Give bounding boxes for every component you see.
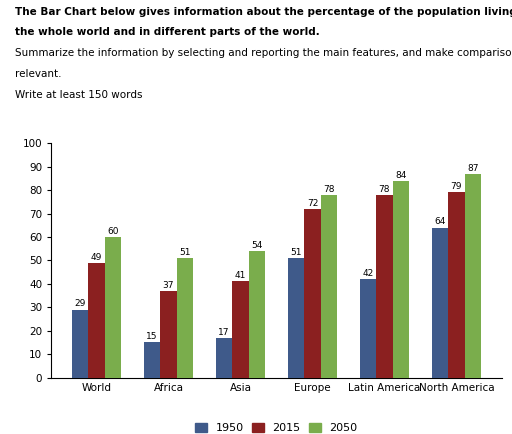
Bar <box>288 258 304 378</box>
Legend: 1950, 2015, 2050: 1950, 2015, 2050 <box>191 418 362 434</box>
Bar <box>144 342 160 378</box>
Bar <box>88 263 105 378</box>
Text: 17: 17 <box>218 328 230 337</box>
Bar <box>304 209 321 378</box>
Text: 15: 15 <box>146 332 158 341</box>
Text: The Bar Chart below gives information about the percentage of the population liv: The Bar Chart below gives information ab… <box>15 7 512 16</box>
Text: 51: 51 <box>179 248 191 257</box>
Bar <box>393 181 409 378</box>
Text: relevant.: relevant. <box>15 69 62 79</box>
Text: 49: 49 <box>91 253 102 262</box>
Text: 72: 72 <box>307 199 318 207</box>
Text: 64: 64 <box>434 217 445 227</box>
Text: 37: 37 <box>163 281 174 290</box>
Bar <box>216 338 232 378</box>
Text: 60: 60 <box>108 227 119 236</box>
Text: 42: 42 <box>362 269 374 278</box>
Text: Summarize the information by selecting and reporting the main features, and make: Summarize the information by selecting a… <box>15 48 512 58</box>
Bar <box>72 309 88 378</box>
Bar <box>376 195 393 378</box>
Text: 79: 79 <box>451 182 462 191</box>
Bar <box>160 291 177 378</box>
Bar <box>249 251 265 378</box>
Text: Write at least 150 words: Write at least 150 words <box>15 90 143 100</box>
Bar <box>359 279 376 378</box>
Bar <box>321 195 337 378</box>
Bar <box>177 258 194 378</box>
Bar <box>448 192 465 378</box>
Text: the whole world and in different parts of the world.: the whole world and in different parts o… <box>15 27 320 37</box>
Bar <box>465 174 481 378</box>
Text: 87: 87 <box>467 164 479 172</box>
Text: 51: 51 <box>290 248 302 257</box>
Text: 84: 84 <box>395 171 407 180</box>
Text: 54: 54 <box>251 241 263 250</box>
Text: 41: 41 <box>235 271 246 280</box>
Bar <box>432 227 448 378</box>
Text: 78: 78 <box>379 184 390 194</box>
Bar <box>105 237 121 378</box>
Bar <box>232 282 249 378</box>
Text: 78: 78 <box>323 184 335 194</box>
Text: 29: 29 <box>74 299 86 309</box>
